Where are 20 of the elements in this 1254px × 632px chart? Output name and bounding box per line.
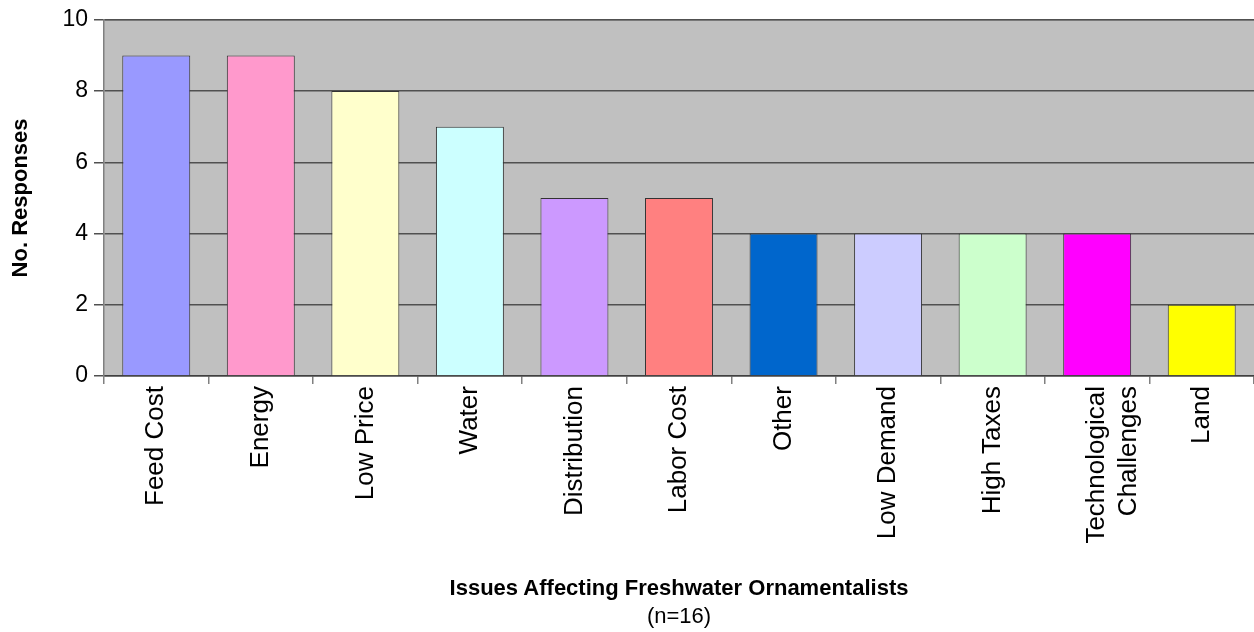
x-axis-title: Issues Affecting Freshwater Ornamentalists — [449, 574, 909, 600]
text: (n=16) — [646, 603, 712, 629]
x-tick-label: Feed Cost — [139, 385, 170, 506]
x-tick-label: Low Price — [348, 386, 379, 501]
x-tick-label: Water — [453, 385, 484, 455]
x-tick-label: Technological Challenges — [1080, 386, 1142, 544]
x-tick-label: Labor Cost — [662, 385, 693, 514]
y-axis-title: No. Responses — [7, 118, 33, 278]
x-tick-label: Energy — [243, 386, 274, 469]
y-tick-label: 8 — [75, 76, 88, 103]
x-tick-label: Distribution — [557, 386, 588, 517]
y-tick-label: 2 — [75, 290, 88, 317]
y-tick-label: 10 — [62, 5, 88, 32]
x-tick-label: Low Demand — [871, 386, 902, 540]
x-tick-label: High Taxes — [975, 386, 1006, 515]
y-tick-label: 0 — [75, 361, 88, 388]
x-tick-label: Other — [766, 385, 797, 452]
y-tick-label: 4 — [75, 218, 89, 245]
x-tick-label: Land — [1184, 386, 1215, 444]
y-tick-label: 6 — [75, 147, 88, 174]
